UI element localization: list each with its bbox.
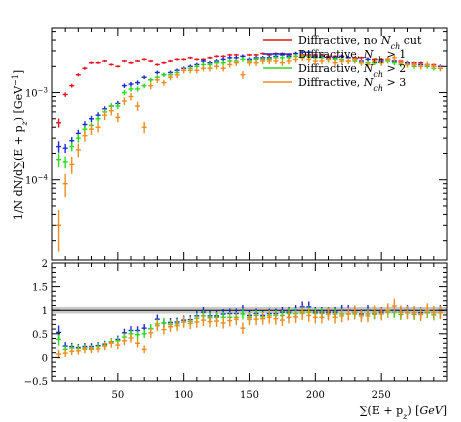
x-tick-label: 50	[111, 390, 124, 401]
legend-label: Diffractive, Nch > 1	[298, 48, 406, 65]
main-series-group	[56, 50, 443, 252]
x-tick-label: 200	[306, 390, 325, 401]
main-y-tick-label: 10−4	[25, 174, 49, 187]
ratio-y-tick-label: 1.5	[32, 283, 48, 294]
ratio-series-3-markers	[56, 298, 443, 359]
main-panel: 10−3 10−4 1/N dN/d∑(E + pz) [GeV−1] Diffr…	[11, 27, 448, 261]
main-y-tick-label: 10−3	[25, 87, 48, 100]
ratio-y-tick-label: 0	[42, 353, 48, 364]
ratio-axis-ticks	[52, 262, 447, 382]
ratio-y-tick-label: 0.5	[32, 330, 48, 341]
ratio-y-tick-label: 2	[42, 259, 48, 270]
legend-label: Diffractive, Nch > 2	[298, 62, 406, 79]
x-tick-label: 100	[174, 390, 193, 401]
y-axis-label: 1/N dN/d∑(E + pz) [GeV−1]	[11, 70, 29, 220]
ratio-y-tick-label: −0.5	[24, 377, 48, 388]
series-4-markers	[56, 54, 443, 252]
ratio-series-group	[56, 298, 443, 359]
x-tick-label: 150	[240, 390, 259, 401]
ratio-y-tick-label: 1	[42, 306, 48, 317]
legend-label: Diffractive, no Nch cut	[298, 34, 422, 51]
x-tick-label: 250	[372, 390, 391, 401]
main-axis-ticks	[52, 28, 447, 260]
legend-label: Diffractive, Nch > 3	[298, 76, 406, 93]
main-y-tick-labels: 10−3 10−4	[25, 87, 49, 187]
x-axis-label: ∑(E + pz) [GeV]	[360, 404, 447, 421]
